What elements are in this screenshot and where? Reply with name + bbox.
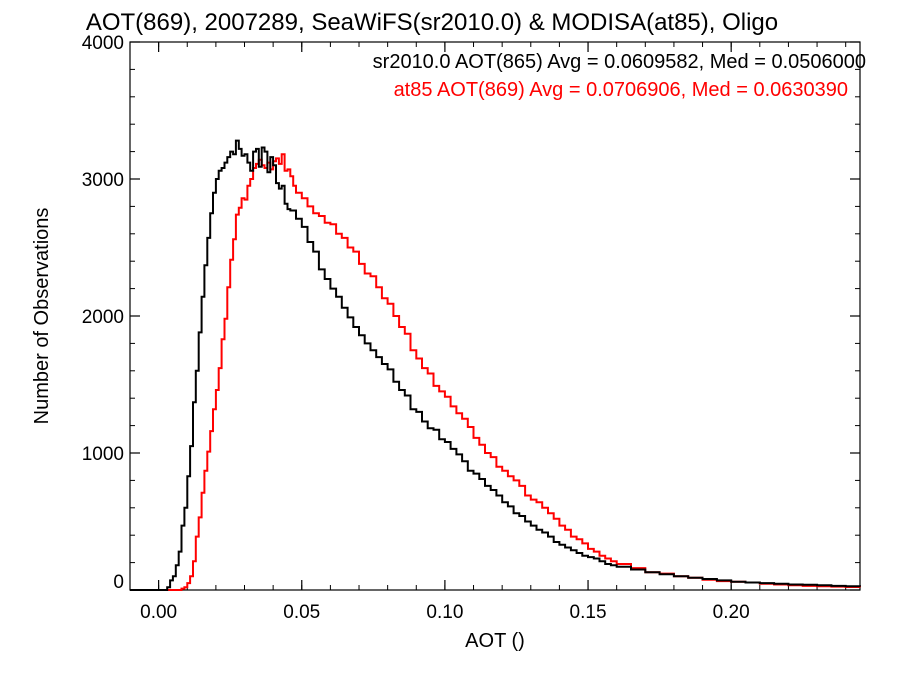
- x-tick-label: 0.15: [570, 602, 607, 623]
- plot-area: [129, 41, 861, 591]
- series-line-sr2010: [130, 139, 861, 591]
- x-axis-label: AOT (): [465, 630, 525, 652]
- y-tick-label: 1000: [82, 444, 124, 465]
- y-axis-label: Number of Observations: [31, 208, 53, 425]
- y-tick-label: 3000: [82, 170, 124, 191]
- y-tick-label: 0: [113, 572, 124, 593]
- y-tick-label: 2000: [82, 307, 124, 328]
- x-tick-label: 0.05: [283, 602, 320, 623]
- legend-entry-sr2010: sr2010.0 AOT(865) Avg = 0.0609582, Med =…: [373, 51, 866, 73]
- series-layer: [130, 139, 861, 591]
- plot-border: [129, 41, 861, 591]
- y-tick-label: 4000: [82, 33, 124, 54]
- chart-title: AOT(869), 2007289, SeaWiFS(sr2010.0) & M…: [86, 9, 778, 36]
- legend-entry-at85: at85 AOT(869) Avg = 0.0706906, Med = 0.0…: [394, 79, 848, 101]
- x-tick-label: 0.00: [140, 602, 177, 623]
- series-line-at85: [130, 153, 861, 591]
- x-tick-label: 0.10: [426, 602, 463, 623]
- x-tick-label: 0.20: [713, 602, 750, 623]
